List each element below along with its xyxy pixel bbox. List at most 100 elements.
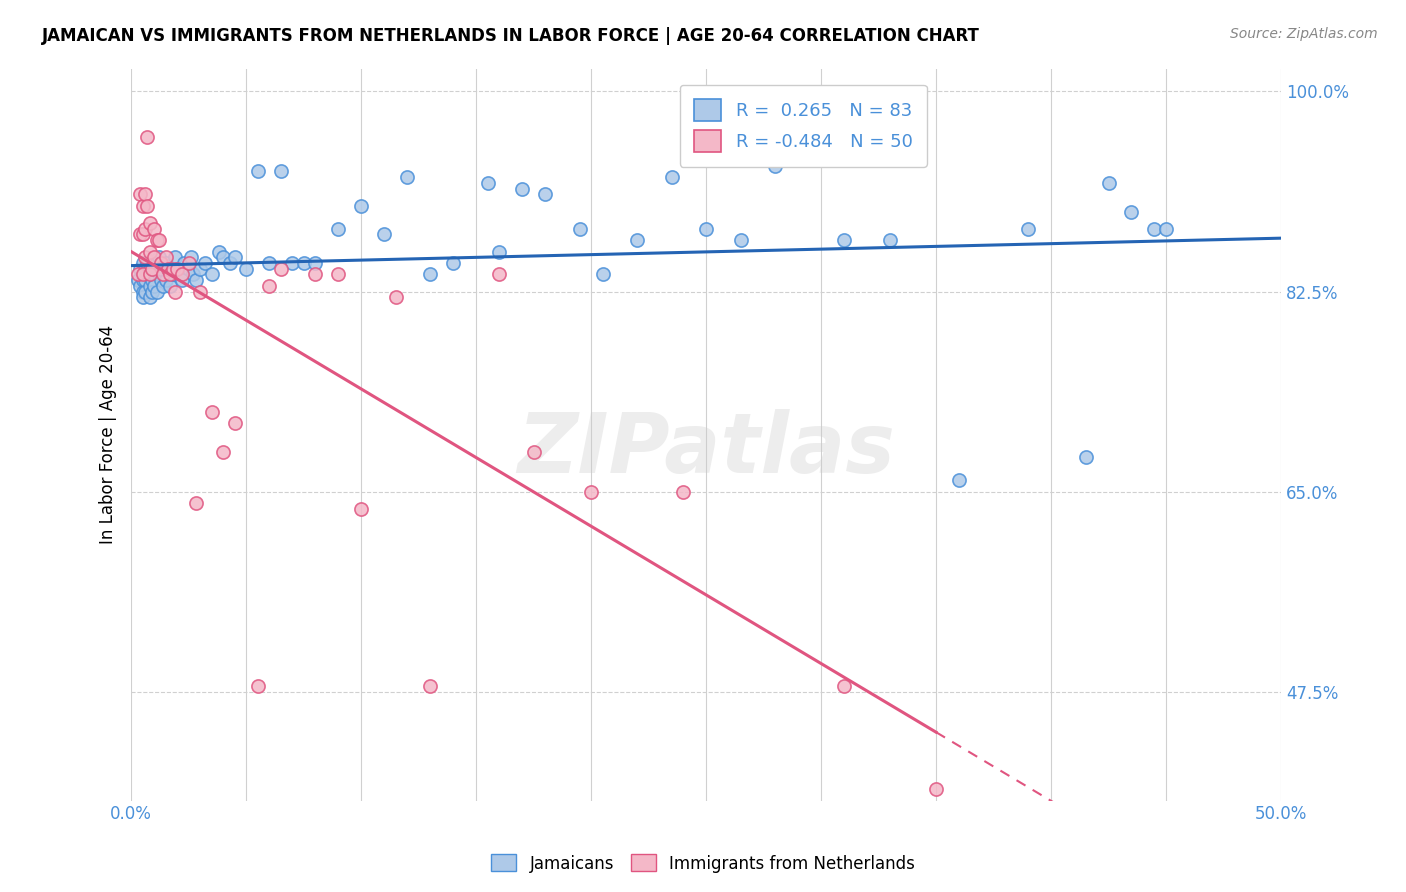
Point [183, 268, 205, 282]
Point [138, 278, 160, 293]
Point [1097, 176, 1119, 190]
Point [136, 256, 159, 270]
Point [141, 285, 163, 299]
Point [879, 233, 901, 247]
Point [162, 261, 184, 276]
Point [235, 261, 257, 276]
Point [134, 273, 156, 287]
Point [132, 227, 155, 242]
Point [184, 273, 207, 287]
Point [138, 244, 160, 259]
Point [257, 278, 280, 293]
Text: Source: ZipAtlas.com: Source: ZipAtlas.com [1230, 27, 1378, 41]
Text: JAMAICAN VS IMMIGRANTS FROM NETHERLANDS IN LABOR FORCE | AGE 20-64 CORRELATION C: JAMAICAN VS IMMIGRANTS FROM NETHERLANDS … [42, 27, 980, 45]
Point [180, 250, 202, 264]
Point [212, 250, 235, 264]
Legend: R =  0.265   N = 83, R = -0.484   N = 50: R = 0.265 N = 83, R = -0.484 N = 50 [679, 85, 927, 167]
Point [246, 679, 269, 693]
Point [373, 227, 395, 242]
Point [419, 268, 441, 282]
Point [134, 221, 156, 235]
Point [350, 502, 373, 516]
Point [155, 250, 177, 264]
Point [224, 250, 246, 264]
Point [138, 268, 160, 282]
Point [730, 233, 752, 247]
Point [129, 261, 152, 276]
Point [661, 170, 683, 185]
Point [141, 273, 163, 287]
Point [763, 159, 786, 173]
Point [127, 273, 149, 287]
Point [1154, 221, 1177, 235]
Point [152, 268, 174, 282]
Point [166, 261, 188, 276]
Point [224, 416, 246, 430]
Point [184, 496, 207, 510]
Point [304, 256, 326, 270]
Point [134, 187, 156, 202]
Point [132, 268, 155, 282]
Point [173, 256, 195, 270]
Point [169, 268, 191, 282]
Point [270, 164, 292, 178]
Point [188, 261, 211, 276]
Point [396, 170, 419, 185]
Point [350, 199, 373, 213]
Point [523, 444, 546, 458]
Point [129, 278, 152, 293]
Point [270, 261, 292, 276]
Point [477, 176, 499, 190]
Point [136, 268, 159, 282]
Point [148, 233, 170, 247]
Point [534, 187, 557, 202]
Point [143, 221, 166, 235]
Point [136, 130, 159, 145]
Point [441, 256, 464, 270]
Point [163, 285, 186, 299]
Point [157, 261, 180, 276]
Point [132, 285, 155, 299]
Point [138, 268, 160, 282]
Point [132, 199, 155, 213]
Point [170, 273, 193, 287]
Point [150, 256, 173, 270]
Point [143, 278, 166, 293]
Point [188, 285, 211, 299]
Point [143, 256, 166, 270]
Point [948, 473, 970, 487]
Point [148, 250, 170, 264]
Point [219, 256, 242, 270]
Point [163, 250, 186, 264]
Y-axis label: In Labor Force | Age 20-64: In Labor Force | Age 20-64 [100, 325, 117, 544]
Point [134, 261, 156, 276]
Point [138, 290, 160, 304]
Point [281, 256, 304, 270]
Point [510, 181, 533, 195]
Point [579, 484, 602, 499]
Point [150, 273, 173, 287]
Point [925, 782, 948, 797]
Point [201, 268, 224, 282]
Point [207, 244, 229, 259]
Point [132, 268, 155, 282]
Point [150, 261, 173, 276]
Text: ZIPatlas: ZIPatlas [517, 409, 896, 490]
Point [166, 261, 188, 276]
Point [145, 233, 167, 247]
Point [155, 273, 177, 287]
Point [152, 278, 174, 293]
Point [328, 221, 350, 235]
Point [143, 268, 166, 282]
Point [488, 244, 510, 259]
Point [148, 268, 170, 282]
Point [1143, 221, 1166, 235]
Point [136, 199, 159, 213]
Point [568, 221, 591, 235]
Point [155, 256, 177, 270]
Point [832, 679, 855, 693]
Point [419, 679, 441, 693]
Point [212, 444, 235, 458]
Point [159, 278, 181, 293]
Point [132, 273, 155, 287]
